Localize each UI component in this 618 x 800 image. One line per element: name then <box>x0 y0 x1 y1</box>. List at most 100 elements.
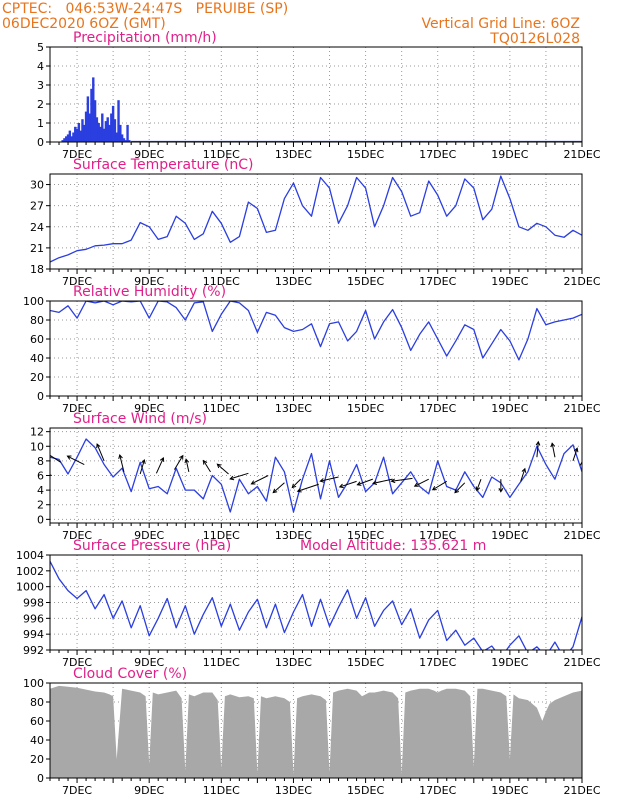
x-tick-label: 19DEC <box>491 529 528 542</box>
precip-bar <box>74 126 77 142</box>
wind-arrow <box>291 478 302 488</box>
x-tick-label: 15DEC <box>347 402 384 415</box>
precip-bar <box>113 119 117 142</box>
y-tick-label: 0 <box>37 513 44 526</box>
wind-arrow <box>272 482 285 493</box>
y-tick-label: 4 <box>37 484 44 497</box>
y-tick-label: 994 <box>23 628 44 641</box>
precip-bar <box>106 117 109 142</box>
wind-arrow <box>251 475 269 485</box>
wind-arrow-head <box>250 480 256 485</box>
precip-bar <box>86 96 90 142</box>
x-tick-label: 7DEC <box>62 529 92 542</box>
y-tick-label: 0 <box>37 136 44 149</box>
precip-bar <box>66 134 70 142</box>
wind-arrow <box>67 455 85 465</box>
x-tick-label: 17DEC <box>419 656 456 669</box>
panel-precipitation: 0 1 2 3 4 5 7DEC 9DEC 11DEC 13DEC 15DEC 17DEC 19DEC 2… <box>37 30 601 161</box>
precip-bar <box>84 111 88 142</box>
panel-title: Surface Temperature (nC) <box>73 157 254 173</box>
y-tick-label: 24 <box>30 221 44 234</box>
precip-bar <box>128 140 131 142</box>
precip-bar <box>68 130 72 142</box>
precip-bar <box>65 136 68 142</box>
x-tick-label: 13DEC <box>275 656 312 669</box>
x-tick-label: 9DEC <box>134 402 164 415</box>
panel-title: Relative Humidity (%) <box>73 284 226 300</box>
precip-bar <box>110 113 113 142</box>
wind-arrow <box>320 476 339 482</box>
y-tick-label: 3 <box>37 79 44 92</box>
y-tick-label: 2 <box>37 499 44 512</box>
y-tick-label: 6 <box>37 470 44 483</box>
panel-humidity: 0 20 40 60 80 100 7DEC 9DEC 11DEC 13DEC 15DEC 17DEC… <box>23 284 601 415</box>
plot-area <box>50 301 582 361</box>
y-tick-label: 1000 <box>16 581 44 594</box>
wind-arrow-head <box>179 454 184 460</box>
precip-bar <box>90 88 93 142</box>
wind-arrow-head <box>535 440 541 446</box>
panel-frame <box>49 682 583 779</box>
y-tick-label: 12 <box>30 426 44 439</box>
plot-area <box>50 561 582 650</box>
x-tick-label: 17DEC <box>419 784 456 797</box>
header-date-line: 06DEC2020 6OZ (GMT) <box>2 16 166 32</box>
y-tick-label: 30 <box>30 179 44 192</box>
y-tick-label: 996 <box>23 612 44 625</box>
x-tick-label: 7DEC <box>62 148 92 161</box>
wind-arrow <box>414 478 429 487</box>
precip-bar <box>104 121 108 142</box>
panel-title: Cloud Cover (%) <box>73 666 187 682</box>
panel-pressure: 992 994 996 998 1000 1002 1004 7DEC 9DEC 11DEC 13D… <box>16 538 601 669</box>
y-tick-label: 4 <box>37 60 44 73</box>
series-line <box>50 561 582 650</box>
wind-arrow <box>119 454 125 472</box>
header-model-id: TQ0126L028 <box>490 31 580 47</box>
precip-bar <box>75 128 79 142</box>
wind-arrow <box>155 457 164 474</box>
wind-arrow-head <box>475 486 481 492</box>
wind-arrow-head <box>184 458 190 464</box>
wind-arrow <box>230 472 249 480</box>
precip-bar <box>111 105 115 142</box>
y-tick-label: 80 <box>30 314 44 327</box>
panel-frame <box>49 173 583 270</box>
wind-arrow-head <box>550 442 556 448</box>
y-tick-label: 100 <box>23 295 44 308</box>
x-tick-label: 11DEC <box>203 275 240 288</box>
x-tick-label: 15DEC <box>347 275 384 288</box>
wind-arrow <box>432 480 448 491</box>
header-vertical-grid-line: Vertical Grid Line: 6OZ <box>421 16 580 32</box>
wind-arrow <box>297 483 319 492</box>
precip-bar <box>117 100 120 142</box>
wind-arrow-head <box>573 447 579 453</box>
wind-arrow-head <box>579 461 582 466</box>
wind-arrow <box>50 454 62 463</box>
wind-arrow-head <box>159 456 165 462</box>
precip-bar <box>115 132 118 142</box>
panel-frame <box>49 300 583 397</box>
y-tick-label: 0 <box>37 772 44 785</box>
x-tick-label: 17DEC <box>419 148 456 161</box>
wind-arrow-head <box>202 459 208 465</box>
wind-arrow-head <box>296 487 302 493</box>
panel-cloud-cover: 0 20 40 60 80 100 7DEC 9DEC 11DEC 13DEC 15DEC 17DEC… <box>23 666 601 797</box>
plot-area <box>50 175 582 263</box>
header-location-line: CPTEC: 046:53W-24:47S PERUIBE (SP) <box>2 1 289 17</box>
y-tick-label: 1 <box>37 117 44 130</box>
plot-area <box>50 438 582 513</box>
wind-arrow-head <box>141 459 146 465</box>
x-tick-label: 13DEC <box>275 148 312 161</box>
x-tick-label: 9DEC <box>134 275 164 288</box>
series-line <box>50 301 582 361</box>
wind-arrow-head <box>229 475 235 481</box>
panel-title: Surface Pressure (hPa) <box>73 538 231 554</box>
precip-bar <box>93 100 97 142</box>
y-tick-label: 20 <box>30 371 44 384</box>
wind-arrow <box>185 459 190 472</box>
x-tick-label: 21DEC <box>563 529 600 542</box>
wind-arrow <box>476 478 482 491</box>
panel-annotation: Model Altitude: 135.621 m <box>300 538 486 554</box>
y-tick-label: 1002 <box>16 565 44 578</box>
y-tick-label: 100 <box>23 677 44 690</box>
